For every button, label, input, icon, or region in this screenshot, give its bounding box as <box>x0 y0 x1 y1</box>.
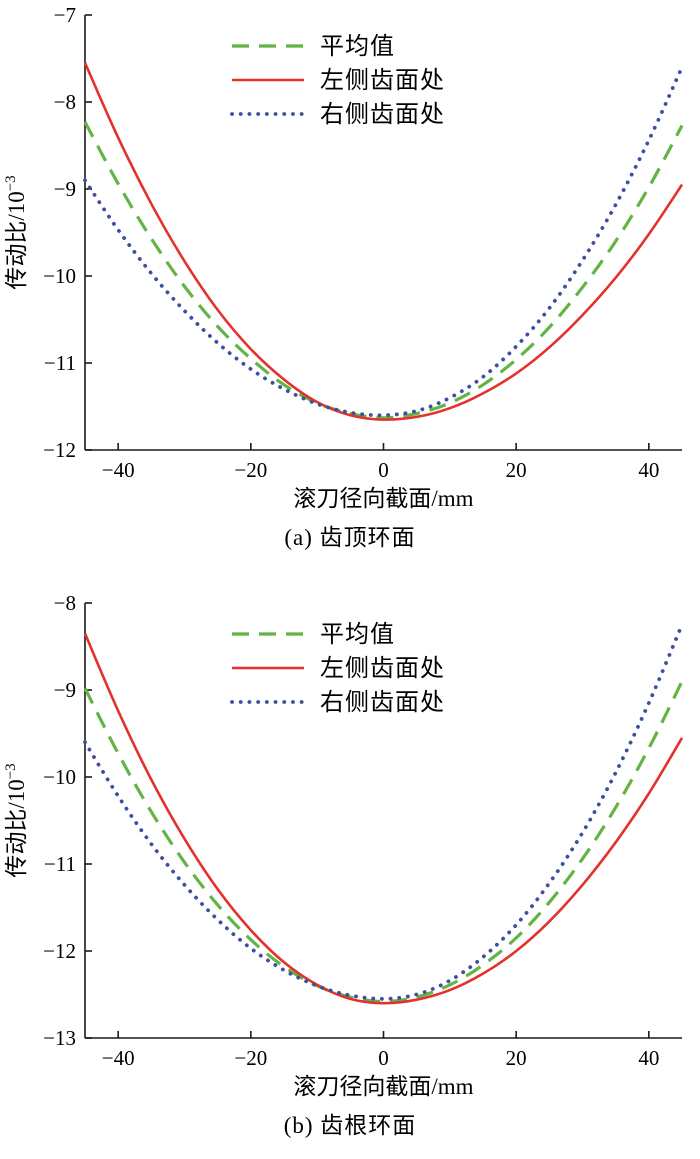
legend-label: 右侧齿面处 <box>320 101 445 128</box>
x-tick-label: −20 <box>234 458 267 482</box>
series-dotted-curve <box>83 622 684 1001</box>
legend-label: 右侧齿面处 <box>320 689 445 716</box>
chart-b-canvas: −40 −20 0 20 40 −13 −12 −11 −10 −9 −8 滚刀径向截面/mm 传动比/… <box>3 591 684 1099</box>
y-axis-label: 传动比/10−3 <box>3 763 29 877</box>
x-tick-label: 20 <box>506 458 527 482</box>
legend-label: 左侧齿面处 <box>320 655 445 682</box>
y-tick-label: −7 <box>54 3 76 27</box>
x-axis-label: 滚刀径向截面/mm <box>293 1074 473 1099</box>
chart-b-caption: (b) 齿根环面 <box>283 1113 417 1138</box>
y-tick-label: −8 <box>54 90 76 114</box>
series-dotted-curve <box>83 65 684 418</box>
series-dashed-curve <box>83 121 684 420</box>
chart-a-figure: −40 −20 0 20 40 −12 −11 −10 −9 −8 −7 滚刀径向截面/mm 传动比/1… <box>0 0 700 552</box>
chart-a-caption: (a) 齿顶环面 <box>284 525 416 550</box>
chart-a-canvas: −40 −20 0 20 40 −12 −11 −10 −9 −8 −7 滚刀径向截面/mm 传动比/1… <box>3 3 684 511</box>
x-tick-label: 20 <box>506 1046 527 1070</box>
y-tick-label: −11 <box>44 852 76 876</box>
series-solid-curve <box>83 62 684 421</box>
y-tick-label: −9 <box>54 678 76 702</box>
y-tick-label: −12 <box>43 438 76 462</box>
y-tick-label: −8 <box>54 591 76 615</box>
x-axis-label: 滚刀径向截面/mm <box>293 486 473 511</box>
ticks: −40 −20 0 20 40 −13 −12 −11 −10 −9 −8 <box>43 591 659 1070</box>
series-solid-curve <box>83 632 684 1005</box>
x-tick-label: −40 <box>102 458 135 482</box>
y-axis-label: 传动比/10−3 <box>3 175 29 289</box>
y-tick-label: −9 <box>54 177 76 201</box>
y-tick-label: −10 <box>43 264 76 288</box>
x-tick-label: −20 <box>234 1046 267 1070</box>
y-tick-label: −10 <box>43 765 76 789</box>
ticks: −40 −20 0 20 40 −12 −11 −10 −9 −8 −7 <box>43 3 659 482</box>
y-tick-label: −12 <box>43 939 76 963</box>
legend-label: 平均值 <box>320 33 395 60</box>
chart-b-figure: −40 −20 0 20 40 −13 −12 −11 −10 −9 −8 滚刀径向截面/mm 传动比/… <box>0 588 700 1140</box>
y-tick-label: −13 <box>43 1026 76 1050</box>
x-tick-label: 0 <box>378 458 389 482</box>
series-dashed-curve <box>83 680 684 1004</box>
x-tick-label: −40 <box>102 1046 135 1070</box>
x-tick-label: 40 <box>638 1046 659 1070</box>
legend-label: 平均值 <box>320 621 395 648</box>
legend-label: 左侧齿面处 <box>320 67 445 94</box>
x-tick-label: 40 <box>638 458 659 482</box>
y-tick-label: −11 <box>44 351 76 375</box>
x-tick-label: 0 <box>378 1046 389 1070</box>
